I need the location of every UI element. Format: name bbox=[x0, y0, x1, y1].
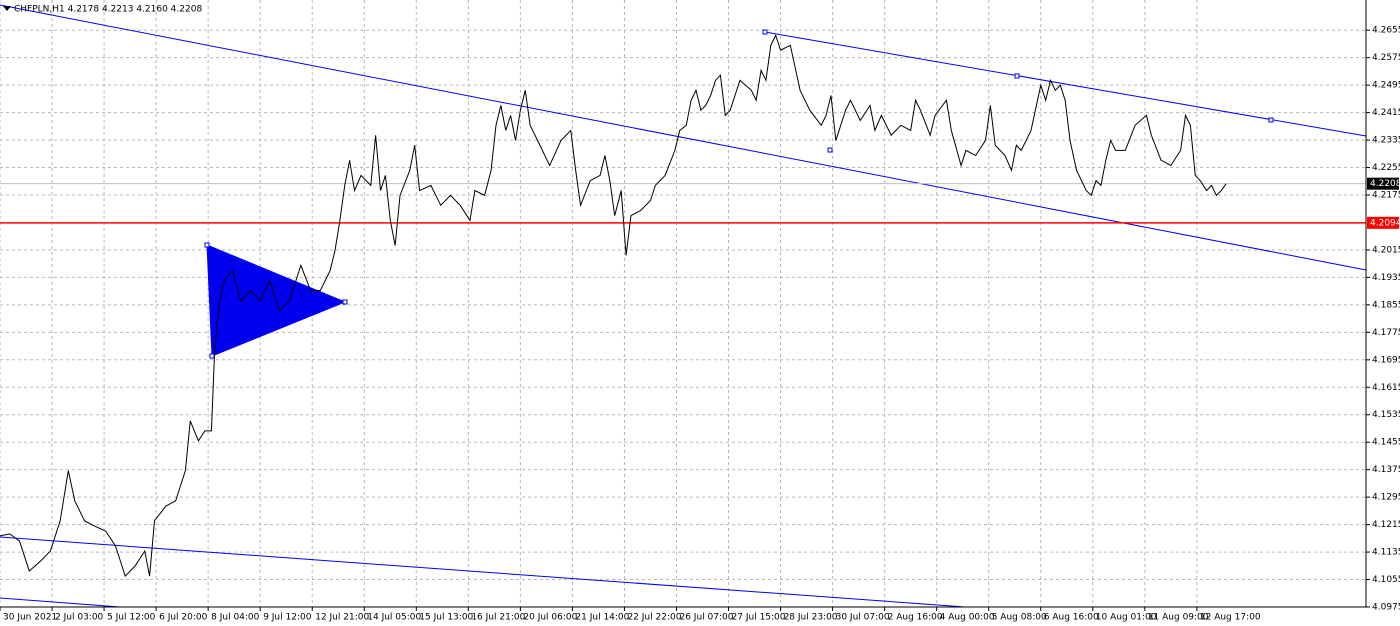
trend-line bbox=[0, 4, 1367, 271]
trend-line bbox=[0, 536, 966, 608]
x-tick-label: 11 Aug 09:00 bbox=[1148, 613, 1209, 623]
x-tick-label: 16 Jul 21:00 bbox=[471, 613, 525, 623]
y-tick-label: 4.2495 bbox=[1372, 81, 1400, 91]
y-tick-label: 4.1135 bbox=[1372, 548, 1400, 558]
x-tick-label: 6 Jul 20:00 bbox=[159, 613, 208, 623]
x-tick-label: 21 Jul 14:00 bbox=[575, 613, 629, 623]
y-tick-label: 4.1295 bbox=[1372, 493, 1400, 503]
anchor bbox=[827, 147, 833, 153]
anchor bbox=[204, 242, 210, 248]
price-label: 4.2094 bbox=[1370, 218, 1400, 228]
y-tick-label: 4.2415 bbox=[1372, 108, 1400, 118]
x-tick-label: 10 Aug 01:00 bbox=[1096, 613, 1157, 623]
x-tick-label: 20 Jul 06:00 bbox=[523, 613, 577, 623]
y-tick-label: 4.2575 bbox=[1372, 53, 1400, 63]
x-tick-label: 8 Jul 04:00 bbox=[211, 613, 260, 623]
y-tick-label: 4.2175 bbox=[1372, 191, 1400, 201]
y-tick-label: 4.1455 bbox=[1372, 438, 1400, 448]
y-tick-label: 4.2015 bbox=[1372, 245, 1400, 255]
x-tick-label: 22 Jul 22:00 bbox=[627, 613, 681, 623]
y-tick-label: 4.2255 bbox=[1372, 163, 1400, 173]
y-tick-label: 4.2335 bbox=[1372, 136, 1400, 146]
y-tick-label: 4.1615 bbox=[1372, 383, 1400, 393]
trend-line bbox=[0, 597, 121, 608]
y-tick-label: 4.1775 bbox=[1372, 328, 1400, 338]
y-tick-label: 4.1375 bbox=[1372, 465, 1400, 475]
y-tick-label: 4.2655 bbox=[1372, 26, 1400, 36]
x-tick-label: 9 Jul 12:00 bbox=[263, 613, 312, 623]
chart-title: CHFPLN,H1 4.2178 4.2213 4.2160 4.2208 bbox=[14, 5, 202, 15]
x-tick-label: 5 Jul 12:00 bbox=[107, 613, 156, 623]
anchor bbox=[1014, 73, 1020, 79]
y-tick-label: 4.1935 bbox=[1372, 273, 1400, 283]
anchor bbox=[342, 299, 348, 305]
anchor bbox=[1268, 117, 1274, 123]
y-tick-label: 4.1855 bbox=[1372, 300, 1400, 310]
x-tick-label: 4 Aug 00:00 bbox=[940, 613, 995, 623]
trend-line bbox=[764, 31, 1367, 137]
last-price-box bbox=[1367, 177, 1399, 190]
x-tick-label: 30 Jun 2021 bbox=[3, 613, 57, 623]
x-tick-label: 2 Jul 03:00 bbox=[55, 613, 104, 623]
y-tick-label: 4.1695 bbox=[1372, 355, 1400, 365]
x-tick-label: 15 Jul 13:00 bbox=[419, 613, 473, 623]
x-tick-label: 12 Aug 17:00 bbox=[1200, 613, 1261, 623]
anchor bbox=[209, 353, 215, 359]
price-label-box bbox=[1367, 216, 1399, 229]
y-tick-label: 4.0975 bbox=[1372, 603, 1400, 613]
x-tick-label: 2 Aug 16:00 bbox=[888, 613, 943, 623]
plot bbox=[0, 34, 1366, 578]
price-line bbox=[0, 34, 1227, 578]
y-tick-label: 4.1215 bbox=[1372, 520, 1400, 530]
x-tick-label: 6 Aug 16:00 bbox=[1044, 613, 1099, 623]
x-tick-label: 14 Jul 05:00 bbox=[367, 613, 421, 623]
y-tick-label: 4.1055 bbox=[1372, 575, 1400, 585]
anchor bbox=[762, 29, 768, 35]
x-tick-label: 12 Jul 21:00 bbox=[315, 613, 369, 623]
x-tick-label: 27 Jul 15:00 bbox=[732, 613, 786, 623]
menu-icon bbox=[3, 6, 11, 11]
y-tick-label: 4.1535 bbox=[1372, 410, 1400, 420]
grid bbox=[0, 0, 1366, 608]
x-tick-label: 30 Jul 07:00 bbox=[836, 613, 890, 623]
x-tick-label: 26 Jul 07:00 bbox=[679, 613, 733, 623]
x-tick-label: 5 Aug 08:00 bbox=[992, 613, 1047, 623]
last-price-label: 4.2208 bbox=[1370, 179, 1400, 189]
x-tick-label: 28 Jul 23:00 bbox=[784, 613, 838, 623]
